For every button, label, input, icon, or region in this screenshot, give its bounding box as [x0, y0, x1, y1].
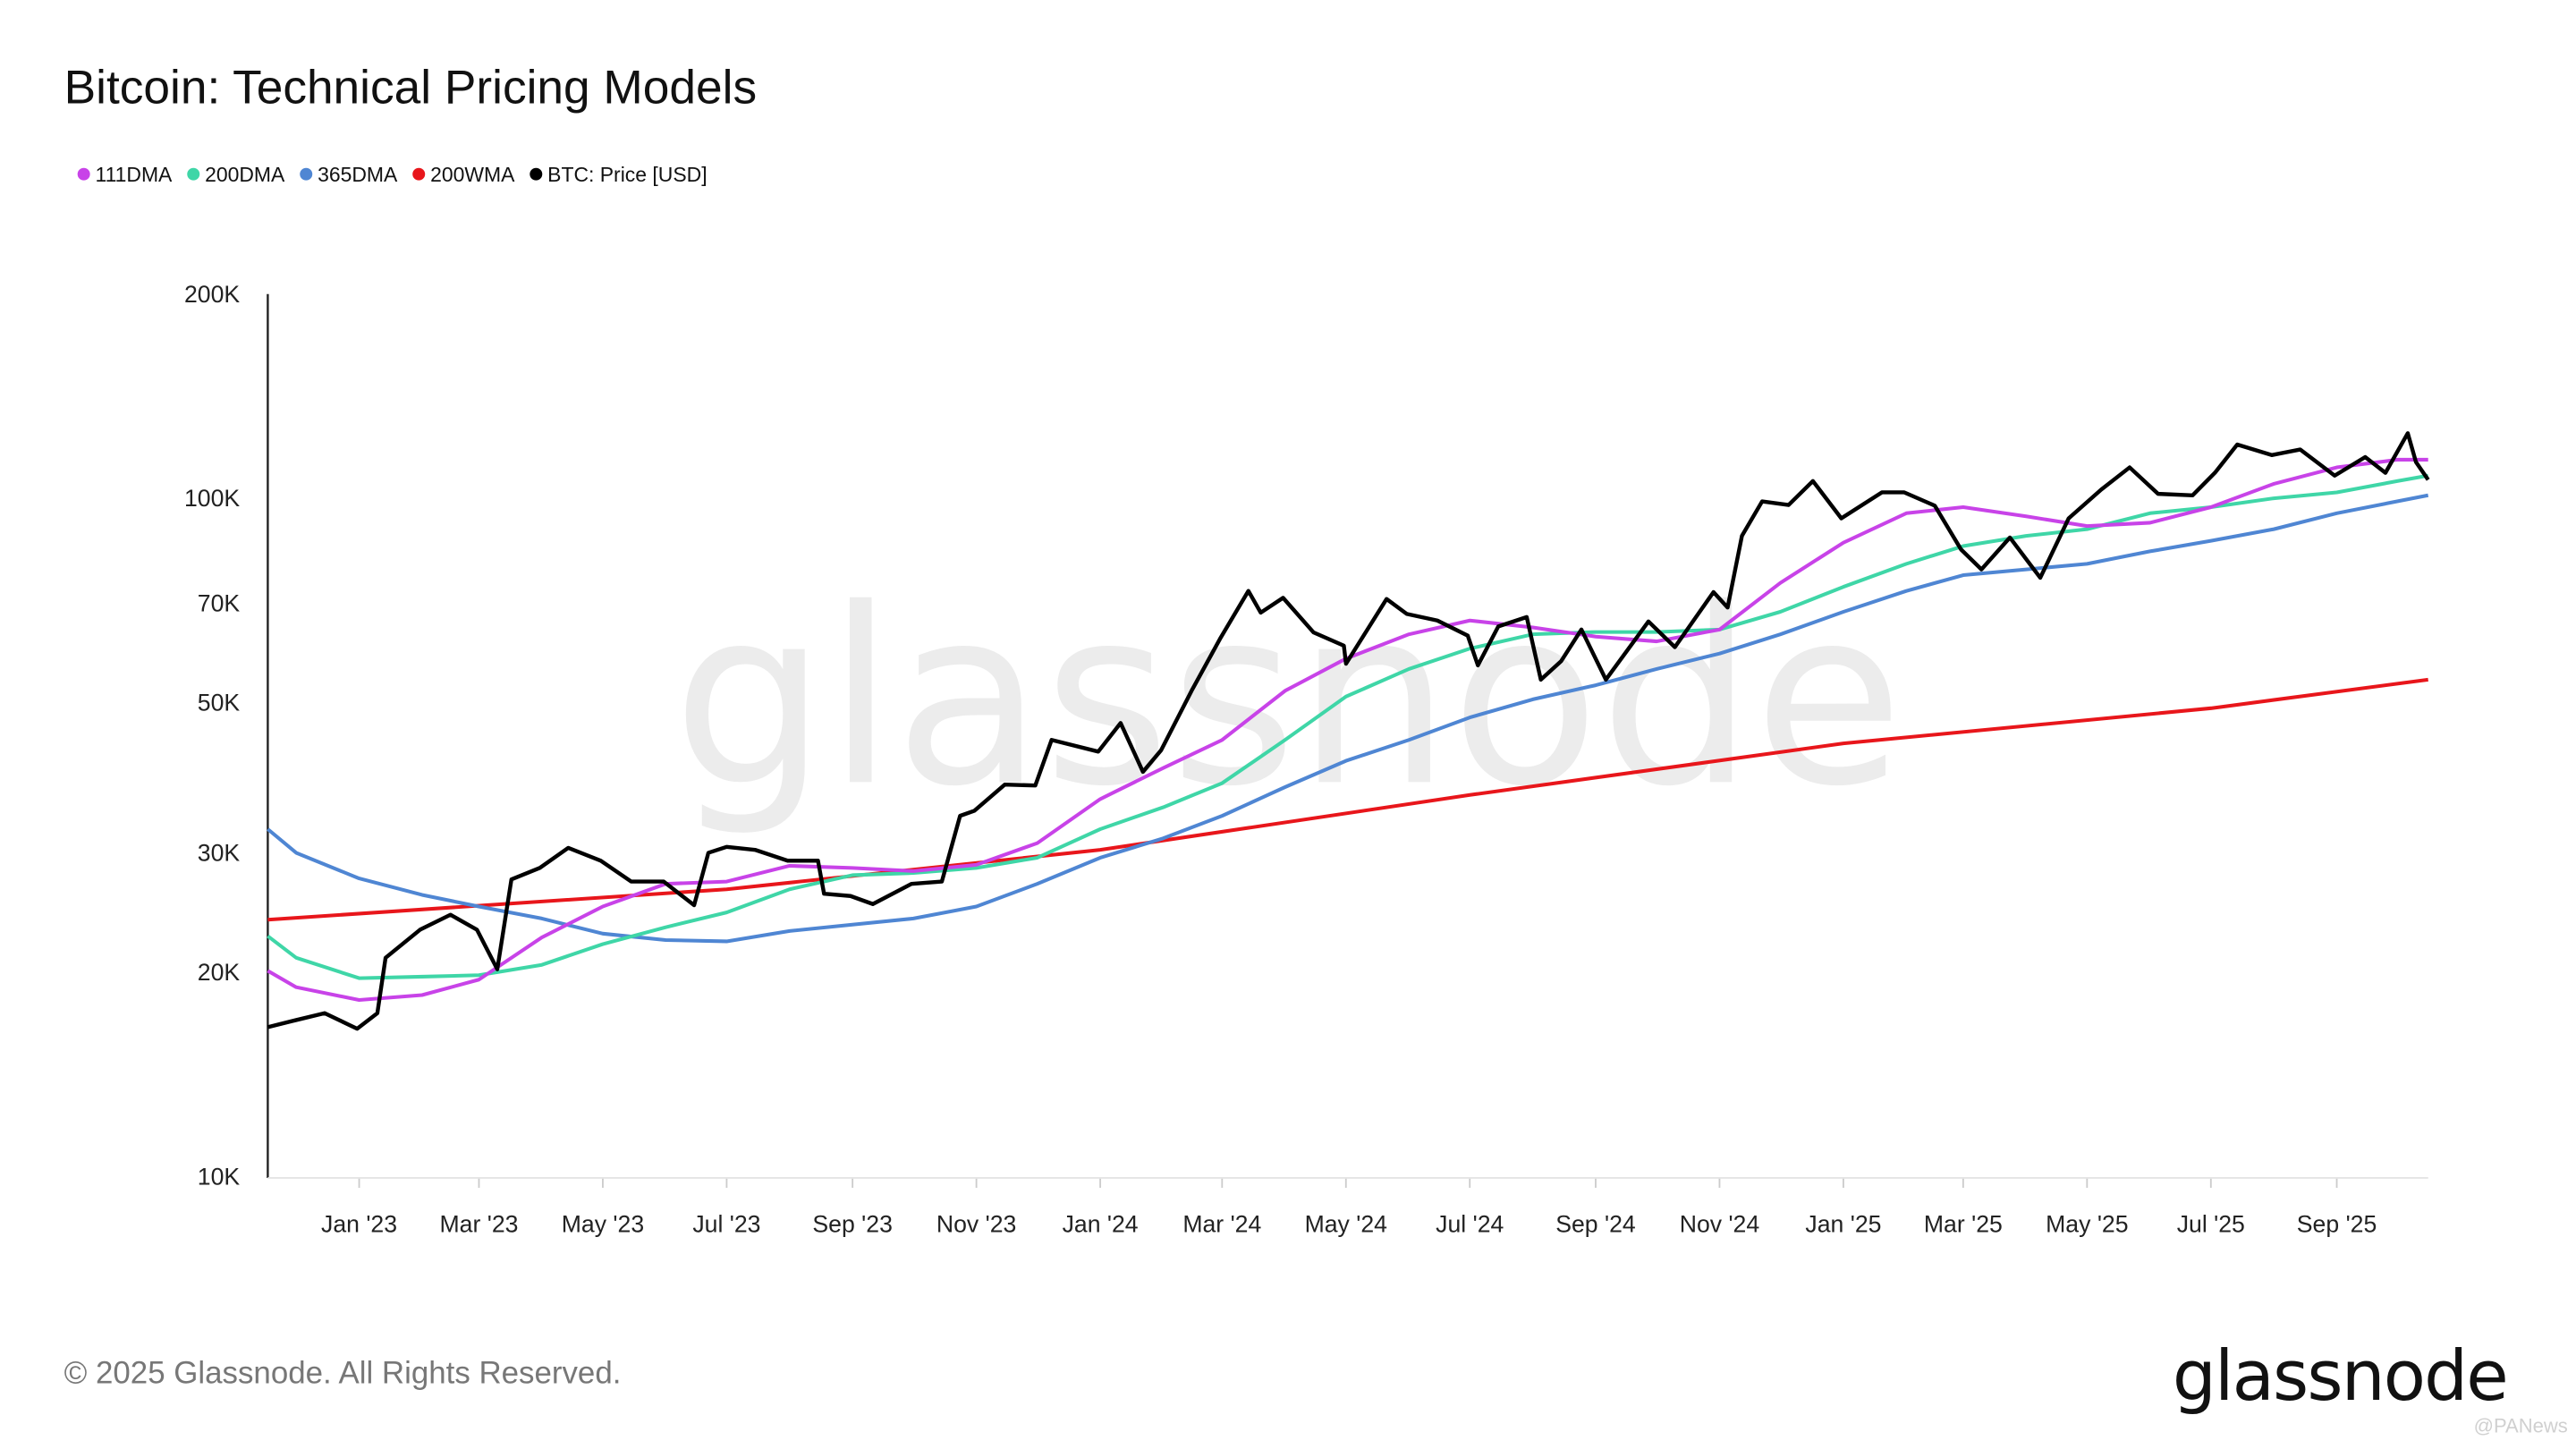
legend-label: 200WMA — [430, 163, 515, 186]
y-tick-label: 10K — [198, 1163, 241, 1190]
y-tick-label: 20K — [198, 959, 241, 986]
series-line-btc-price-usd — [267, 431, 2430, 1031]
x-tick-label: Nov '24 — [1680, 1211, 1760, 1238]
series-line-200wma — [267, 677, 2428, 922]
x-tick-label: Mar '24 — [1182, 1211, 1261, 1238]
y-tick-label: 30K — [198, 840, 241, 867]
legend-dot-icon — [530, 167, 543, 181]
legend-dot-icon — [77, 167, 90, 181]
legend-label: BTC: Price [USD] — [547, 163, 707, 186]
series-line-200dma — [267, 473, 2429, 980]
copyright-text: © 2025 Glassnode. All Rights Reserved. — [64, 1356, 622, 1391]
legend-item[interactable]: 200WMA — [412, 163, 515, 186]
x-tick-label: Jul '25 — [2177, 1211, 2245, 1238]
legend-label: 200DMA — [205, 163, 285, 186]
legend-item[interactable]: 111DMA — [77, 163, 174, 186]
x-tick-label: Sep '25 — [2297, 1211, 2377, 1238]
y-tick-label: 70K — [198, 590, 241, 617]
legend-dot-icon — [187, 167, 200, 181]
x-tick-label: Sep '24 — [1555, 1211, 1636, 1238]
x-tick-label: Mar '23 — [439, 1211, 518, 1238]
legend: 111DMA 200DMA 365DMA 200WMA BTC: Price [USD] — [77, 163, 708, 186]
x-tick-label: Jul '24 — [1436, 1211, 1504, 1238]
y-axis: 10K 20K 30K 50K 70K 100K 200K — [184, 281, 240, 1190]
legend-dot-icon — [412, 167, 426, 181]
x-tick-label: Nov '23 — [936, 1211, 1016, 1238]
x-tick-label: Mar '25 — [1924, 1211, 2003, 1238]
x-tick-label: Sep '23 — [812, 1211, 892, 1238]
y-tick-label: 50K — [198, 689, 241, 716]
x-tick-label: Jan '24 — [1063, 1211, 1139, 1238]
legend-dot-icon — [300, 167, 313, 181]
legend-item[interactable]: 200DMA — [187, 163, 285, 186]
x-tick-label: Jan '25 — [1805, 1211, 1881, 1238]
chart-title: Bitcoin: Technical Pricing Models — [64, 62, 757, 114]
series-line-365dma — [267, 493, 2429, 944]
x-tick-label: May '24 — [1305, 1211, 1388, 1238]
y-tick-label: 100K — [184, 485, 240, 512]
legend-label: 365DMA — [318, 163, 398, 186]
legend-item[interactable]: BTC: Price [USD] — [530, 163, 708, 186]
legend-label: 111DMA — [96, 163, 174, 186]
x-tick-label: May '25 — [2046, 1211, 2128, 1238]
y-tick-label: 200K — [184, 281, 240, 308]
x-tick-label: May '23 — [562, 1211, 644, 1238]
plot-area — [267, 431, 2430, 1031]
x-tick-label: Jul '23 — [692, 1211, 760, 1238]
panews-watermark: @PANews — [2474, 1415, 2568, 1437]
x-axis: Jan '23 Mar '23 May '23 Jul '23 Sep '23 Nov '… — [321, 1177, 2377, 1238]
x-tick-label: Jan '23 — [321, 1211, 397, 1238]
glassnode-logo: glassnode — [2173, 1336, 2507, 1417]
legend-item[interactable]: 365DMA — [300, 163, 398, 186]
